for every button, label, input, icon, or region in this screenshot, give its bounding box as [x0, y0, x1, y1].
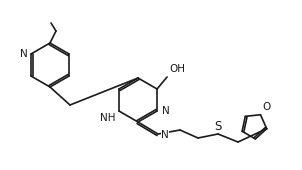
Text: N: N	[20, 49, 28, 59]
Text: N: N	[161, 130, 169, 140]
Text: O: O	[262, 102, 271, 112]
Text: OH: OH	[169, 64, 185, 74]
Text: S: S	[214, 120, 222, 133]
Text: NH: NH	[101, 113, 116, 123]
Text: N: N	[162, 106, 170, 116]
